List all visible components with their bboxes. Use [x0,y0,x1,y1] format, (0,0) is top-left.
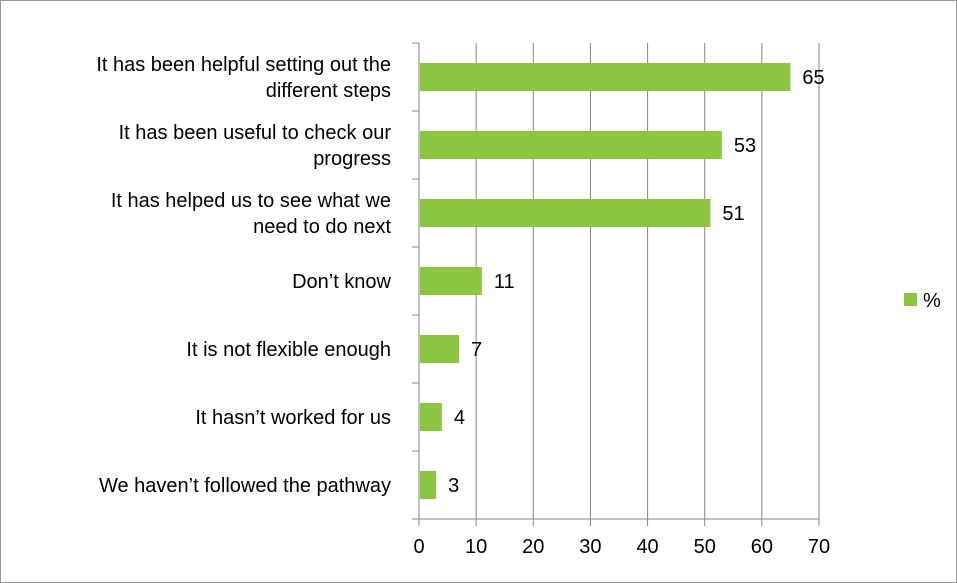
category-label: Don’t know [292,271,391,293]
category-label: It is not flexible enough [186,339,391,361]
x-tick-label: 40 [636,536,658,558]
data-label: 7 [471,339,482,361]
x-tick-label: 60 [751,536,773,558]
x-tick-label: 70 [808,536,830,558]
bar [420,131,722,159]
category-label: It has been helpful setting out the diffe… [96,54,391,102]
bar [420,335,459,363]
category-label: It hasn’t worked for us [195,407,391,429]
data-label: 65 [802,67,824,89]
category-label: It has helped us to see what we need to d… [111,190,392,238]
x-tick-label: 50 [694,536,716,558]
bars [420,63,791,499]
x-tick-label: 0 [413,536,424,558]
gridlines [475,43,820,519]
legend-label: % [923,290,941,312]
bar [420,471,437,499]
category-label: We haven’t followed the pathway [99,475,391,497]
legend: % [904,290,941,312]
bar [420,199,711,227]
x-tick-label: 10 [465,536,487,558]
data-label: 3 [448,475,459,497]
data-label: 53 [734,135,756,157]
bar [420,267,482,295]
data-label: 51 [722,203,744,225]
labels: 0 10 20 30 40 50 60 70 65 It has been helpful set… [96,54,830,558]
bar [420,63,791,91]
category-label: It has been useful to check our progress [119,122,392,170]
legend-swatch [904,293,917,306]
x-tick-label: 30 [579,536,601,558]
data-label: 11 [494,271,515,293]
bar [420,403,442,431]
axes [412,42,820,526]
x-tick-label: 20 [522,536,544,558]
data-label: 4 [454,407,465,429]
